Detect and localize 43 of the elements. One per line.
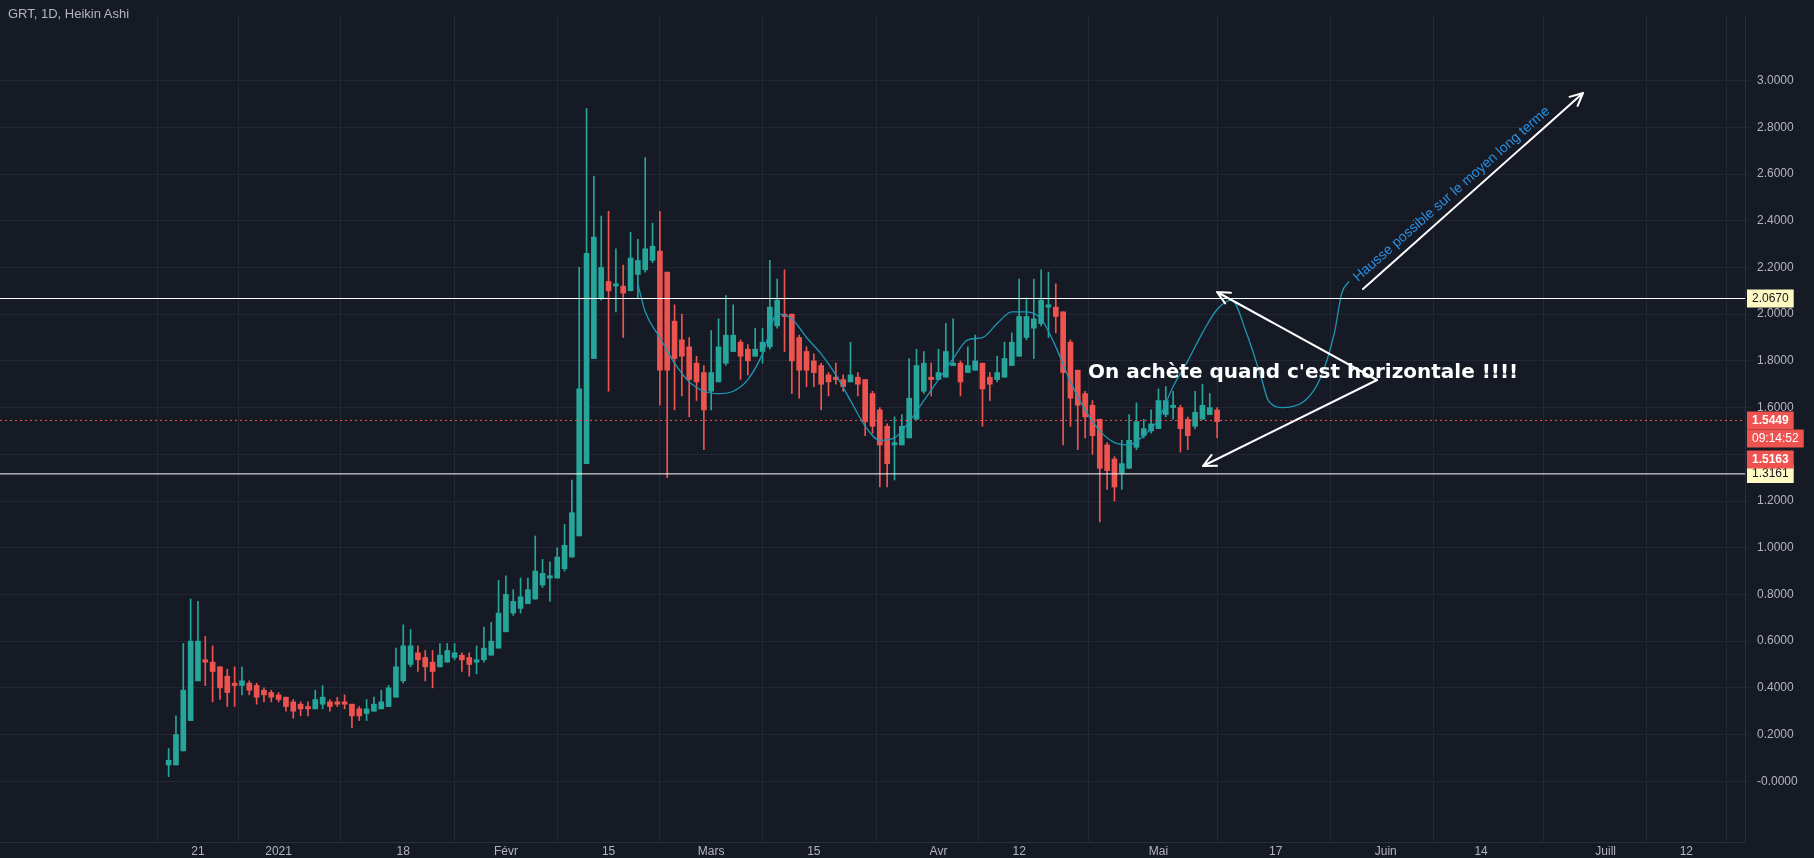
y-tick-label: 2.4000: [1757, 213, 1795, 228]
y-tick-label: 2.6000: [1757, 166, 1795, 181]
x-tick-label: Juin: [1374, 843, 1397, 858]
candlestick: [613, 248, 619, 313]
x-tick-label: Mai: [1148, 843, 1169, 858]
line-series: [637, 280, 1350, 446]
x-tick-label: 14: [1474, 843, 1489, 858]
y-tick-label: 1.2000: [1757, 493, 1795, 508]
x-tick-label: 15: [807, 843, 821, 858]
x-tick-label: Mars: [697, 843, 725, 858]
y-tick-label: 1.6000: [1757, 399, 1795, 414]
x-tick-label: 21: [191, 843, 205, 858]
x-tick-label: 12: [1679, 843, 1694, 858]
y-tick-label: 1.0000: [1757, 540, 1795, 555]
x-tick-label: 12: [1012, 843, 1027, 858]
x-tick-label: Févr: [493, 843, 518, 858]
text: 09:14:52: [1752, 430, 1800, 445]
y-tick-label: 0.6000: [1757, 633, 1795, 648]
chart-title: GRT, 1D, Heikin Ashi: [8, 5, 130, 21]
candlestick: [239, 666, 245, 696]
y-tick-label: 0.8000: [1757, 586, 1795, 601]
candlestick: [620, 264, 627, 338]
ref-line-label: 1.5449: [1752, 412, 1790, 427]
y-tick-label: 0.2000: [1757, 726, 1795, 741]
y-tick-label: -0.0000: [1757, 773, 1799, 788]
candlestick: [305, 701, 311, 717]
x-tick-label: Avr: [929, 843, 948, 858]
y-tick-label: 2.0000: [1757, 306, 1795, 321]
x-tick-label: Juill: [1595, 843, 1617, 858]
ref-line-label: 1.3161: [1752, 466, 1790, 481]
candlestick: [202, 636, 209, 686]
y-tick-label: 2.2000: [1757, 259, 1795, 274]
text: 1.5163: [1752, 451, 1790, 466]
y-tick-label: 0.4000: [1757, 680, 1795, 695]
candlestick: [928, 362, 934, 397]
y-tick-label: 2.8000: [1757, 119, 1795, 134]
y-tick-label: 1.8000: [1757, 353, 1795, 368]
x-tick-label: 15: [601, 843, 616, 858]
x-tick-label: 17: [1269, 843, 1283, 858]
y-tick-label: 3.0000: [1757, 72, 1795, 87]
ref-line-label: 2.0670: [1752, 290, 1790, 305]
x-tick-label: 18: [396, 843, 411, 858]
x-tick-label: 2021: [265, 843, 293, 858]
